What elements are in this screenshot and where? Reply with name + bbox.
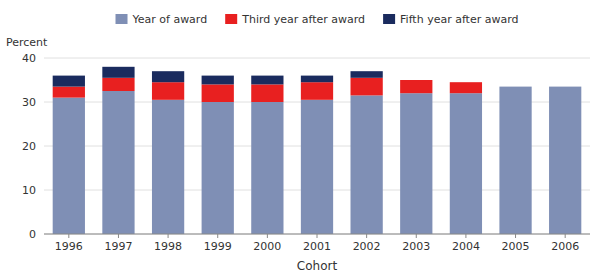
bar-segment xyxy=(202,76,234,85)
x-tick xyxy=(168,234,169,238)
x-tick xyxy=(515,234,516,238)
x-tick-label: 2006 xyxy=(551,240,579,253)
bar-segment xyxy=(499,87,531,234)
y-tick-label: 0 xyxy=(29,228,36,241)
bar-segment xyxy=(351,78,383,96)
x-tick xyxy=(317,234,318,238)
legend-swatch xyxy=(116,14,128,24)
legend-label: Year of award xyxy=(132,13,208,26)
bar-segment xyxy=(53,98,85,234)
bar-segment xyxy=(549,86,581,87)
x-tick-label: 1999 xyxy=(204,240,232,253)
legend-swatch xyxy=(225,14,237,24)
bar-segment xyxy=(549,86,581,87)
x-tick xyxy=(565,234,566,238)
x-tick-label: 2002 xyxy=(353,240,381,253)
y-tick-label: 10 xyxy=(22,184,36,197)
bar-segment xyxy=(202,84,234,102)
chart: 0 10 20 30 40 1996 1997 1998 1999 2000 2001 2002 200… xyxy=(0,0,602,276)
bar-segment xyxy=(301,82,333,100)
bar-segment xyxy=(102,91,134,234)
bar-segment xyxy=(251,102,283,234)
x-tick-label: 1996 xyxy=(55,240,83,253)
bar-segment xyxy=(301,100,333,234)
bar-segment xyxy=(549,87,581,234)
bar-segment xyxy=(400,93,432,234)
bar-segment xyxy=(400,80,432,81)
x-tick xyxy=(366,234,367,238)
x-tick xyxy=(118,234,119,238)
bar-segment xyxy=(251,76,283,85)
bar-segment xyxy=(351,95,383,234)
x-tick-label: 2005 xyxy=(502,240,530,253)
bar-segment xyxy=(152,82,184,100)
legend-label: Fifth year after award xyxy=(400,13,518,26)
y-tick-label: 20 xyxy=(22,140,36,153)
bar-segment xyxy=(351,71,383,78)
y-axis-label: Percent xyxy=(6,36,48,49)
bar-segment xyxy=(53,87,85,98)
bar-segment xyxy=(450,82,482,83)
x-tick xyxy=(68,234,69,238)
bar-segment xyxy=(499,86,531,87)
y-tick-label: 40 xyxy=(22,52,36,65)
y-axis: 0 10 20 30 40 xyxy=(22,52,590,241)
x-tick xyxy=(217,234,218,238)
bar-segment xyxy=(450,82,482,93)
x-tick-label: 2003 xyxy=(402,240,430,253)
x-tick xyxy=(267,234,268,238)
y-tick-label: 30 xyxy=(22,96,36,109)
x-axis-label: Cohort xyxy=(297,259,338,273)
bar-segment xyxy=(400,80,432,93)
bar-segment xyxy=(152,100,184,234)
bar-segment xyxy=(202,102,234,234)
legend-label: Third year after award xyxy=(241,13,365,26)
x-tick xyxy=(465,234,466,238)
x-tick-label: 1997 xyxy=(104,240,132,253)
x-tick-label: 1998 xyxy=(154,240,182,253)
x-axis: 1996 1997 1998 1999 2000 2001 2002 2003 2004 2005… xyxy=(44,234,590,253)
bar-segment xyxy=(53,76,85,87)
bar-segment xyxy=(152,71,184,82)
x-tick-label: 2001 xyxy=(303,240,331,253)
legend-swatch xyxy=(383,14,395,24)
bar-segment xyxy=(450,93,482,234)
bar-segment xyxy=(499,86,531,87)
x-tick xyxy=(416,234,417,238)
grid-line xyxy=(44,58,590,59)
legend: Year of award Third year after award Fifth… xyxy=(116,13,519,26)
bars xyxy=(53,67,582,234)
x-tick-label: 2004 xyxy=(452,240,480,253)
bar-segment xyxy=(251,84,283,102)
bar-segment xyxy=(102,78,134,91)
bar-segment xyxy=(102,67,134,78)
x-tick-label: 2000 xyxy=(253,240,281,253)
bar-segment xyxy=(301,76,333,83)
